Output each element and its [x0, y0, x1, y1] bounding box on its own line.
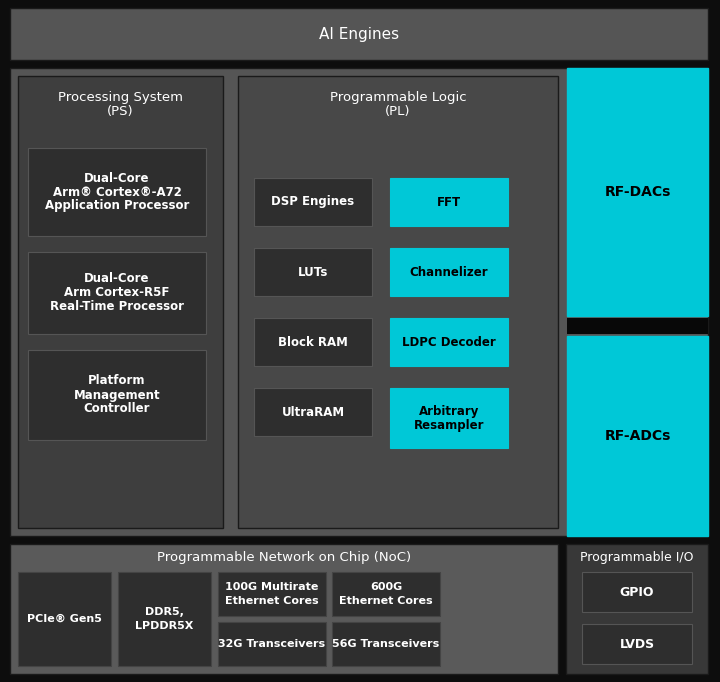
- Text: PCIe® Gen5: PCIe® Gen5: [27, 614, 102, 624]
- Bar: [238, 76, 558, 528]
- Bar: [390, 318, 508, 366]
- Text: Block RAM: Block RAM: [278, 336, 348, 349]
- Bar: [567, 336, 708, 536]
- Bar: [567, 68, 708, 316]
- Text: Management: Management: [73, 389, 161, 402]
- Bar: [582, 572, 692, 612]
- Text: Application Processor: Application Processor: [45, 200, 189, 213]
- Bar: [28, 252, 206, 334]
- Text: LUTs: LUTs: [298, 265, 328, 278]
- Bar: [254, 318, 372, 366]
- Bar: [118, 572, 211, 666]
- Text: LPDDR5X: LPDDR5X: [135, 621, 194, 631]
- Text: Processing System: Processing System: [58, 91, 183, 104]
- Bar: [567, 318, 708, 334]
- Text: Programmable Logic: Programmable Logic: [330, 91, 467, 104]
- Text: Ethernet Cores: Ethernet Cores: [225, 596, 319, 606]
- Text: Arm Cortex-R5F: Arm Cortex-R5F: [64, 286, 170, 299]
- Text: 56G Transceivers: 56G Transceivers: [333, 639, 440, 649]
- Text: Channelizer: Channelizer: [410, 265, 488, 278]
- Text: RF-ADCs: RF-ADCs: [604, 429, 671, 443]
- Bar: [254, 178, 372, 226]
- Text: Ethernet Cores: Ethernet Cores: [339, 596, 433, 606]
- Bar: [10, 8, 708, 60]
- Bar: [18, 76, 223, 528]
- Text: Arm® Cortex®-A72: Arm® Cortex®-A72: [53, 186, 181, 198]
- Bar: [332, 622, 440, 666]
- Bar: [390, 388, 508, 448]
- Bar: [18, 572, 111, 666]
- Text: LVDS: LVDS: [619, 638, 654, 651]
- Text: AI Engines: AI Engines: [319, 27, 399, 42]
- Text: UltraRAM: UltraRAM: [282, 406, 345, 419]
- Bar: [254, 248, 372, 296]
- Text: 600G: 600G: [370, 582, 402, 592]
- Bar: [10, 544, 558, 674]
- Text: 32G Transceivers: 32G Transceivers: [218, 639, 325, 649]
- Bar: [218, 572, 326, 616]
- Text: GPIO: GPIO: [620, 586, 654, 599]
- Text: Platform: Platform: [89, 374, 145, 387]
- Bar: [28, 148, 206, 236]
- Text: Resampler: Resampler: [414, 419, 485, 432]
- Text: (PL): (PL): [385, 106, 410, 119]
- Text: Programmable Network on Chip (NoC): Programmable Network on Chip (NoC): [157, 552, 411, 565]
- Bar: [582, 624, 692, 664]
- Text: (PS): (PS): [107, 106, 134, 119]
- Text: Dual-Core: Dual-Core: [84, 171, 150, 185]
- Text: 100G Multirate: 100G Multirate: [225, 582, 319, 592]
- Text: FFT: FFT: [437, 196, 461, 209]
- Text: LDPC Decoder: LDPC Decoder: [402, 336, 496, 349]
- Bar: [28, 350, 206, 440]
- Bar: [218, 622, 326, 666]
- Bar: [566, 544, 708, 674]
- Text: DDR5,: DDR5,: [145, 607, 184, 617]
- Text: DSP Engines: DSP Engines: [271, 196, 354, 209]
- Text: Arbitrary: Arbitrary: [419, 404, 480, 417]
- Bar: [10, 68, 708, 536]
- Bar: [254, 388, 372, 436]
- Text: Dual-Core: Dual-Core: [84, 273, 150, 286]
- Bar: [390, 248, 508, 296]
- Text: RF-DACs: RF-DACs: [604, 185, 671, 199]
- Bar: [390, 178, 508, 226]
- Text: Real-Time Processor: Real-Time Processor: [50, 301, 184, 314]
- Text: Programmable I/O: Programmable I/O: [580, 552, 694, 565]
- Bar: [332, 572, 440, 616]
- Text: Controller: Controller: [84, 402, 150, 415]
